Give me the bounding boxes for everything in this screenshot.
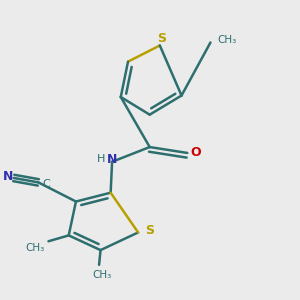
Text: CH₃: CH₃ [26, 243, 45, 253]
Text: O: O [191, 146, 201, 159]
Text: N: N [107, 153, 117, 166]
Text: C: C [43, 179, 50, 189]
Text: S: S [145, 224, 154, 238]
Text: CH₃: CH₃ [92, 270, 112, 280]
Text: CH₃: CH₃ [218, 34, 237, 45]
Text: S: S [157, 32, 166, 45]
Text: N: N [3, 170, 13, 183]
Text: H: H [97, 154, 105, 164]
